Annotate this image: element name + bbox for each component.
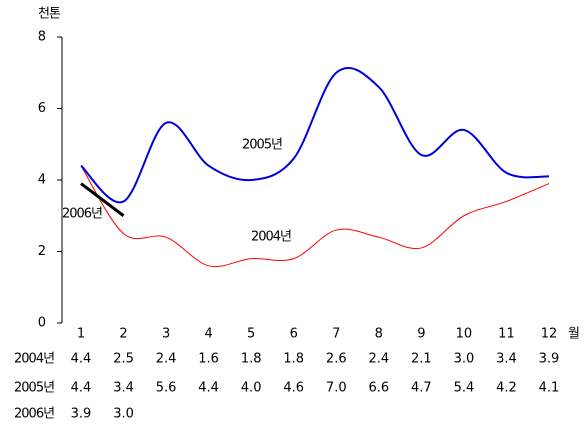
- table-cell: 4.1: [539, 381, 560, 396]
- x-tick-label: 1: [77, 327, 85, 342]
- y-tick-label: 0: [38, 316, 46, 331]
- table-cell: 1.6: [198, 352, 219, 367]
- x-tick-label: 5: [247, 327, 255, 342]
- table-cell: 2.4: [156, 352, 177, 367]
- table-cell: 5.6: [156, 381, 177, 396]
- x-tick-label: 12: [541, 327, 558, 342]
- y-tick-label: 2: [38, 244, 46, 259]
- series-label: 2005년: [242, 138, 282, 153]
- table-cell: 4.0: [241, 381, 262, 396]
- table-cell: 4.4: [71, 381, 92, 396]
- table-row-label: 2006년: [14, 407, 54, 422]
- table-cell: 4.6: [283, 381, 304, 396]
- table-cell: 4.2: [496, 381, 517, 396]
- x-tick-label: 9: [417, 327, 425, 342]
- table-cell: 4.7: [411, 381, 432, 396]
- x-tick-label: 11: [498, 327, 515, 342]
- series-label: 2006년: [62, 207, 102, 222]
- table-row-label: 2004년: [14, 352, 54, 367]
- y-tick-label: 4: [38, 173, 46, 188]
- table-cell: 7.0: [326, 381, 347, 396]
- table-cell: 1.8: [241, 352, 262, 367]
- y-axis-label: 천톤: [38, 7, 61, 22]
- table-cell: 1.8: [283, 352, 304, 367]
- table-cell: 6.6: [368, 381, 389, 396]
- table-cell: 3.4: [113, 381, 134, 396]
- table-cell: 5.4: [454, 381, 475, 396]
- x-tick-label: 8: [375, 327, 383, 342]
- table-cell: 3.9: [539, 352, 560, 367]
- table-row-label: 2005년: [14, 381, 54, 396]
- y-tick-label: 6: [38, 101, 46, 116]
- series-line: [80, 165, 550, 268]
- series-line: [80, 67, 550, 204]
- table-cell: 4.4: [71, 352, 92, 367]
- table-cell: 2.1: [411, 352, 432, 367]
- x-axis-label: 월: [568, 327, 579, 342]
- table-cell: 3.0: [113, 407, 134, 422]
- table-cell: 2.6: [326, 352, 347, 367]
- table-cell: 3.0: [454, 352, 475, 367]
- table-cell: 2.5: [113, 352, 134, 367]
- x-tick-label: 2: [119, 327, 127, 342]
- table-cell: 3.4: [496, 352, 517, 367]
- table-cell: 2.4: [368, 352, 389, 367]
- x-tick-label: 3: [162, 327, 170, 342]
- x-tick-label: 7: [332, 327, 340, 342]
- x-tick-label: 4: [204, 327, 212, 342]
- y-tick-label: 8: [38, 30, 46, 45]
- series-line: [80, 182, 125, 217]
- series-label: 2004년: [251, 230, 291, 245]
- table-cell: 3.9: [71, 407, 92, 422]
- x-tick-label: 10: [456, 327, 473, 342]
- table-cell: 4.4: [198, 381, 219, 396]
- x-tick-label: 6: [290, 327, 298, 342]
